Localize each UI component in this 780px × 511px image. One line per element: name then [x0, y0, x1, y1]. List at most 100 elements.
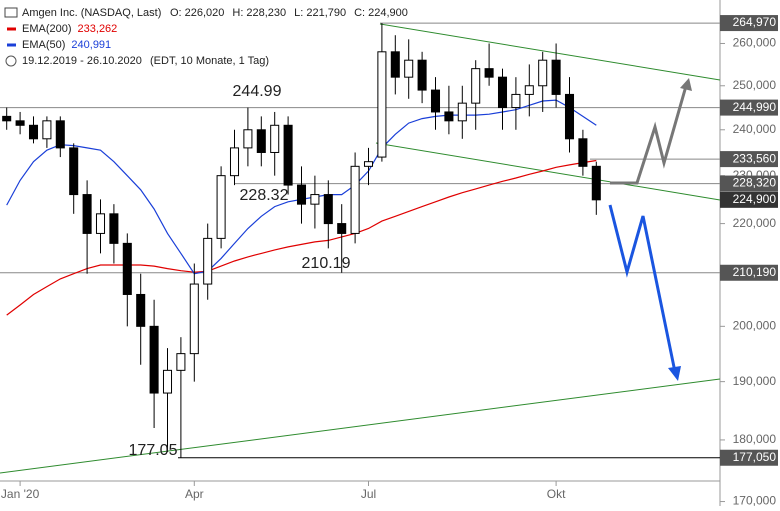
candle-body — [323, 194, 333, 225]
annotation: 177.05 — [129, 442, 178, 459]
candle-body — [484, 68, 494, 78]
clock-icon — [5, 55, 17, 67]
candle-body — [136, 293, 146, 327]
candle-body — [2, 115, 12, 122]
candle-body — [15, 120, 25, 126]
legend-label: EMA(200) — [22, 23, 72, 35]
y-tick-label: 250,000 — [733, 78, 777, 92]
candle-body — [243, 129, 253, 149]
candle-body — [122, 242, 132, 295]
y-tick-label: 200,000 — [733, 319, 777, 333]
quote-name: L: — [294, 7, 303, 19]
candle-body — [417, 59, 427, 91]
y-tick-label: 180,000 — [733, 432, 777, 446]
trend-lines — [0, 23, 721, 474]
level-box — [720, 264, 778, 281]
level-box — [720, 191, 778, 208]
ema-line — [6, 159, 597, 316]
candle-body — [511, 93, 521, 109]
candle-body — [578, 138, 588, 167]
forecast-arrows — [608, 78, 692, 381]
candle-body — [310, 194, 320, 205]
candle-body — [337, 223, 347, 234]
level-label: 233,560 — [733, 151, 777, 165]
trend-line — [375, 142, 721, 201]
level-label: 228,320 — [733, 176, 777, 190]
legend-value: 240,991 — [71, 39, 111, 51]
candle-body — [95, 213, 106, 234]
y-tick-label: 260,000 — [733, 36, 777, 50]
quote-name: H: — [232, 7, 243, 19]
candle-body — [176, 353, 186, 371]
candle-body — [229, 147, 240, 177]
candle-body — [377, 51, 387, 158]
quote-name: C: — [354, 7, 365, 19]
annotation: 228.32 — [240, 187, 289, 204]
level-label: 177,050 — [733, 450, 777, 464]
level-box — [720, 449, 778, 466]
candle-body — [471, 68, 481, 104]
level-box — [720, 151, 778, 168]
legend-label: EMA(50) — [22, 39, 65, 51]
y-tick-label: 170,000 — [733, 494, 777, 506]
candle-body — [524, 85, 534, 95]
candle-body — [591, 165, 601, 201]
x-tick-label: Apr — [185, 487, 204, 501]
quote-value: 224,900 — [368, 7, 408, 19]
candle-body — [350, 165, 360, 234]
y-tick-label: 220,000 — [733, 216, 777, 230]
candle-body — [203, 237, 213, 285]
quote-value: 228,230 — [246, 7, 286, 19]
candle-body — [457, 102, 467, 122]
quote-value: 221,790 — [306, 7, 346, 19]
annotation: 244.99 — [233, 83, 282, 100]
x-tick-label: Jul — [361, 487, 376, 501]
arrow-head — [668, 366, 681, 381]
candle-body — [216, 175, 226, 239]
candle-body — [55, 120, 65, 149]
x-tick-label: Okt — [547, 487, 566, 501]
chart-icon — [4, 7, 18, 18]
level-label: 244,990 — [733, 100, 777, 114]
candle-body — [390, 51, 400, 78]
candle-body — [551, 59, 561, 95]
candle-body — [564, 93, 575, 140]
annotation: 210.19 — [302, 255, 351, 272]
candle-body — [444, 111, 454, 122]
quote-name: O: — [170, 7, 182, 19]
level-box — [720, 175, 778, 192]
level-label: 264,970 — [733, 15, 777, 29]
bullish-arrow — [610, 85, 688, 185]
range-note: (EDT, 10 Monate, 1 Tag) — [150, 55, 269, 67]
candle-body — [28, 124, 39, 140]
quote-value: 226,020 — [185, 7, 225, 19]
level-label: 224,900 — [733, 192, 777, 206]
candle-body — [430, 89, 441, 113]
trend-line — [379, 23, 721, 81]
chart-title: Amgen Inc. (NASDAQ, Last) — [22, 7, 161, 19]
level-box — [720, 15, 778, 32]
candle-body — [283, 124, 293, 186]
candle-body — [82, 194, 92, 234]
x-tick-label: Jan '20 — [1, 487, 40, 501]
candle-body — [404, 59, 414, 78]
level-label: 210,190 — [733, 265, 777, 279]
arrow-head — [680, 78, 692, 91]
y-tick-label: 240,000 — [733, 122, 777, 136]
trend-line — [0, 378, 721, 474]
header: Amgen Inc. (NASDAQ, Last) 19.12.2019 - 2… — [4, 7, 408, 67]
bearish-arrow — [608, 204, 677, 373]
candle-body — [149, 325, 159, 394]
date-range: 19.12.2019 - 26.10.2020 — [22, 55, 142, 67]
candle-body — [42, 120, 52, 140]
candle-body — [538, 59, 548, 87]
y-tick-label: 190,000 — [733, 374, 777, 388]
candle-body — [109, 213, 119, 244]
candle-body — [256, 129, 266, 153]
candle-body — [296, 184, 307, 205]
legend-value: 233,262 — [78, 23, 118, 35]
level-box — [720, 99, 778, 116]
candle-body — [189, 283, 199, 355]
